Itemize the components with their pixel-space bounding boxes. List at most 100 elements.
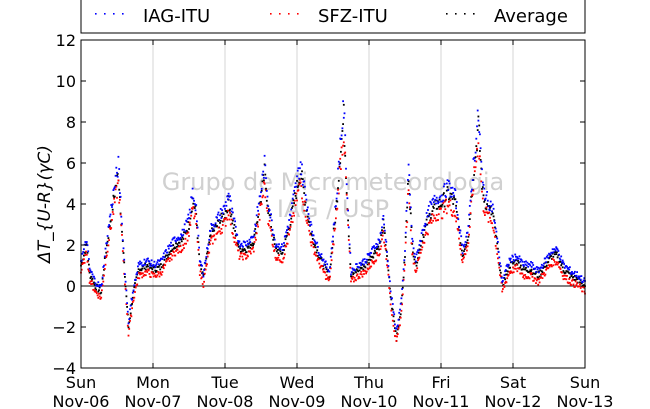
data-point — [199, 261, 202, 263]
data-point — [201, 272, 204, 275]
data-point — [579, 283, 581, 286]
data-point — [82, 262, 85, 264]
data-point — [417, 251, 420, 254]
data-point — [112, 194, 115, 197]
data-point — [364, 266, 367, 269]
data-point — [192, 202, 195, 205]
data-point — [148, 260, 151, 263]
data-point — [203, 262, 206, 264]
data-point — [314, 244, 316, 246]
data-point — [117, 155, 120, 158]
data-point — [101, 276, 104, 279]
data-point — [542, 273, 545, 276]
data-point — [563, 278, 566, 280]
data-point — [435, 202, 437, 205]
data-point — [493, 231, 496, 234]
data-point — [575, 284, 578, 286]
data-point — [412, 255, 415, 258]
data-point — [380, 231, 383, 234]
data-point — [97, 290, 100, 293]
data-point — [172, 244, 175, 246]
data-point — [475, 160, 478, 163]
data-point — [201, 264, 203, 267]
data-point — [387, 273, 390, 276]
data-point — [216, 231, 219, 234]
data-point — [335, 197, 338, 200]
data-point — [88, 267, 91, 270]
data-point — [278, 259, 281, 261]
data-point — [337, 188, 339, 191]
data-point — [388, 275, 391, 278]
data-point — [498, 266, 501, 269]
data-point — [134, 282, 136, 284]
data-point — [404, 263, 406, 266]
data-point — [126, 310, 129, 313]
data-point — [177, 251, 180, 254]
data-point — [105, 251, 108, 254]
data-point — [210, 236, 213, 239]
data-point — [322, 268, 324, 271]
data-point — [455, 201, 458, 203]
data-point — [310, 244, 313, 247]
data-point — [515, 263, 518, 266]
data-point — [412, 252, 414, 255]
data-point — [319, 266, 321, 269]
data-point — [565, 278, 568, 281]
data-point — [534, 267, 537, 270]
data-point — [522, 265, 525, 267]
data-point — [527, 265, 529, 268]
data-point — [253, 241, 256, 243]
data-point — [547, 261, 550, 263]
data-point — [148, 262, 151, 265]
data-point — [269, 226, 272, 229]
data-point — [418, 256, 421, 259]
data-point — [553, 259, 555, 261]
data-point — [525, 260, 527, 263]
data-point — [290, 220, 293, 223]
data-point — [386, 260, 389, 263]
data-point — [314, 246, 317, 249]
data-point — [381, 229, 383, 232]
data-point — [498, 256, 501, 259]
data-point — [581, 290, 583, 293]
data-point — [189, 224, 192, 226]
data-point — [149, 266, 151, 269]
data-point — [308, 221, 311, 224]
data-point — [563, 263, 565, 265]
legend-marker-dot — [288, 13, 290, 15]
data-point — [473, 159, 476, 162]
data-point — [494, 245, 497, 247]
y-tick-label: 2 — [66, 236, 76, 255]
x-tick-date-label: Nov-10 — [341, 392, 398, 409]
data-point — [93, 275, 95, 278]
data-point — [167, 245, 169, 248]
data-point — [188, 208, 191, 211]
data-point — [459, 242, 462, 244]
data-point — [462, 244, 465, 247]
data-point — [309, 224, 311, 227]
data-point — [517, 261, 520, 264]
data-point — [206, 247, 209, 250]
data-point — [275, 257, 278, 260]
data-point — [328, 270, 331, 273]
data-point — [206, 252, 208, 255]
data-point — [218, 219, 221, 221]
data-point — [126, 324, 129, 327]
data-point — [268, 220, 271, 222]
data-point — [304, 203, 306, 206]
data-point — [177, 236, 180, 239]
data-point — [232, 233, 234, 235]
data-point — [399, 308, 401, 311]
data-point — [197, 234, 200, 237]
data-point — [523, 277, 526, 280]
data-point — [127, 326, 130, 329]
data-point — [166, 251, 169, 254]
data-point — [343, 112, 346, 115]
data-point — [224, 225, 227, 227]
data-point — [313, 253, 316, 256]
data-point — [242, 249, 244, 252]
data-point — [340, 146, 343, 149]
data-point — [333, 222, 336, 225]
data-point — [440, 200, 442, 203]
data-point — [414, 269, 416, 272]
